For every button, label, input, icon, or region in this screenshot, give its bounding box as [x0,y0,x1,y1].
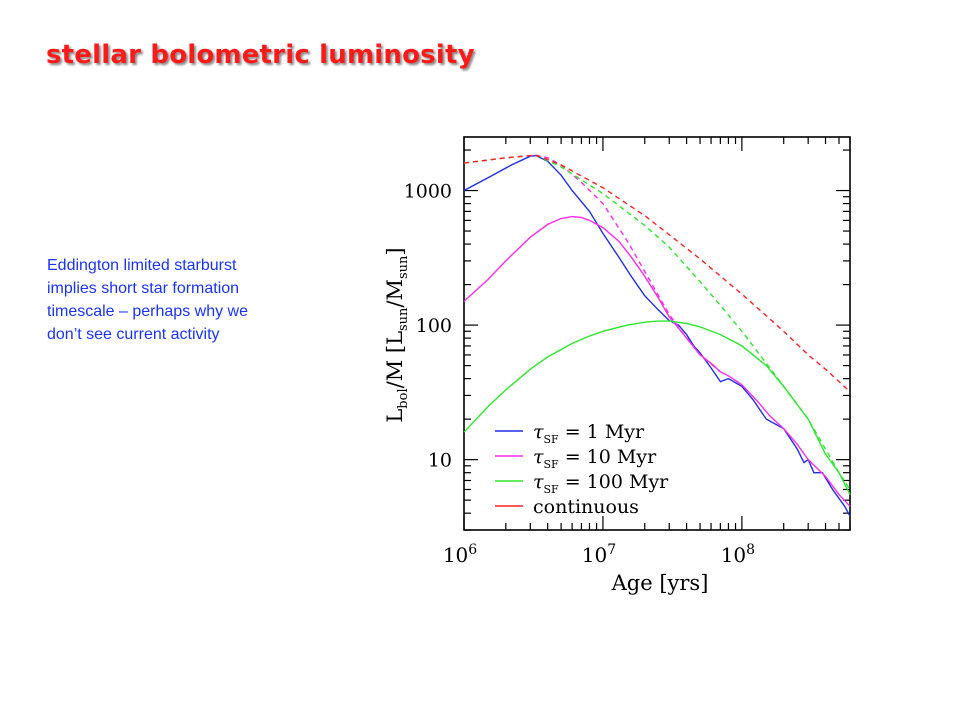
x-tick-labels: 106 107 108 [443,542,755,567]
series-line-continuous [463,154,851,393]
legend-entry: τSF = 100 Myr [533,471,669,496]
y-tick-label: 1000 [404,181,452,203]
plot-frame [463,136,851,531]
series-line-tau100_dashed [463,154,851,490]
x-tick-label: 107 [582,542,616,567]
body-line: don’t see current activity [47,326,220,343]
series-line-tau100 [463,320,851,495]
series-line-tau1 [463,154,851,517]
luminosity-chart: 10 100 1000 106 107 108 Age [yrs] Lbol/M [Ls… [383,136,851,595]
x-tick-label: 106 [443,542,477,567]
svg-text:Lbol/M [Lsun/Msun]: Lbol/M [Lsun/Msun] [383,247,411,422]
body-line: implies short star formation [47,280,240,297]
body-line: Eddington limited starburst [47,257,237,274]
x-tick-label: 108 [721,542,755,567]
legend-entry: continuous [533,496,639,518]
legend-entry: τSF = 1 Myr [533,421,645,446]
slide-title: stellar bolometric luminosity [46,40,475,70]
legend-entry: τSF = 10 Myr [533,446,657,471]
x-axis-label: Age [yrs] [611,571,709,595]
x-minor-ticks [463,137,851,530]
series-lines [463,154,851,517]
y-minor-ticks [464,149,850,531]
y-tick-label: 100 [416,315,452,337]
y-tick-label: 10 [428,450,452,472]
series-line-tau10 [463,215,851,507]
body-line: timescale – perhaps why we [47,303,248,320]
body-text: Eddington limited starburst implies shor… [47,254,337,346]
y-tick-labels: 10 100 1000 [404,181,452,472]
plot-area: 10 100 1000 106 107 108 [404,136,851,567]
y-axis-label: Lbol/M [Lsun/Msun] [383,247,411,422]
